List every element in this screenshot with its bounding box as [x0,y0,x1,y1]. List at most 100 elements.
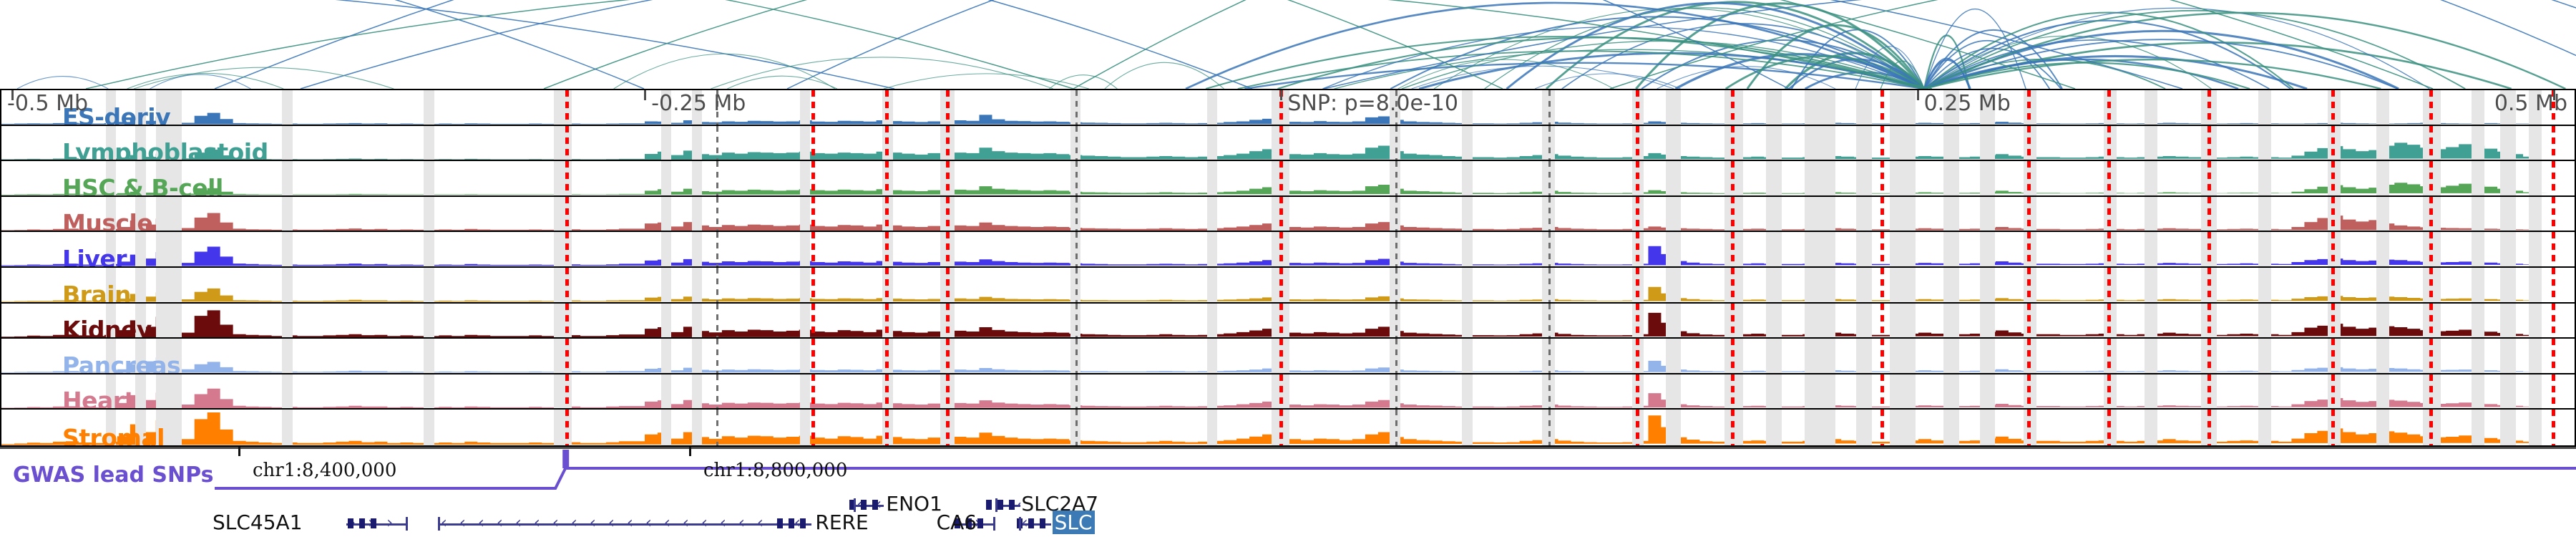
shaded-region [554,303,572,338]
shaded-region [1943,125,1959,160]
reference-dashed-line [1395,374,1397,409]
snp-marker-line [2027,161,2031,195]
shaded-region [156,196,182,231]
coordinate-label-right: chr1:8,800,000 [703,460,848,481]
gene-body-RERE[interactable] [438,523,811,526]
shaded-region [2258,410,2271,445]
gene-exon [977,518,983,528]
shaded-region [1979,339,1996,373]
gene-label-CA6[interactable]: CA6 [936,511,977,534]
reference-dashed-line [1075,161,1078,195]
snp-marker-line [1636,410,1639,445]
snp-marker-line [2207,161,2212,195]
interaction-arc [1185,1,1925,89]
gene-label-ENO1[interactable]: ENO1 [886,492,942,516]
shaded-region [282,267,293,302]
shaded-region [800,410,811,445]
reference-dashed-line [1548,196,1551,231]
shaded-region [2472,303,2485,338]
shaded-region [691,267,703,302]
shaded-region [2258,90,2271,125]
interaction-arc [1923,48,2062,89]
shaded-region [1766,232,1782,266]
coordinate-ruler [0,447,2576,449]
interaction-arc [1433,8,1925,89]
gwas-connector [215,450,2576,490]
shaded-region [2500,161,2516,195]
gwas-lead-snp-marker[interactable] [562,450,570,468]
shaded-region [1766,374,1782,409]
track-label-es-deriv: ES-deriv [62,102,171,126]
shaded-region [2145,161,2158,195]
shaded-region [282,339,293,373]
gene-body-CA6[interactable] [953,523,993,526]
shaded-region [1665,196,1682,231]
shaded-region [424,161,434,195]
shaded-region [691,196,703,231]
shaded-region [1856,232,1872,266]
shaded-region [2528,339,2542,373]
shaded-region [660,125,671,160]
snp-marker-line [884,339,889,373]
shaded-region [2145,267,2158,302]
snp-marker-line [2551,303,2555,338]
coordinate-tick [238,447,240,456]
snp-marker-line [565,267,570,302]
snp-marker-line [1279,125,1283,160]
reference-dashed-line [716,339,718,373]
interaction-arc [613,53,836,89]
shaded-region [2528,410,2542,445]
shaded-region [1766,161,1782,195]
shaded-region [135,374,146,409]
reference-dashed-line [1548,374,1551,409]
shaded-region [691,303,703,338]
snp-marker-line [2331,90,2335,125]
reference-dashed-line [1395,339,1397,373]
shaded-region [1979,410,1996,445]
shaded-region [282,90,293,125]
shaded-region [660,161,671,195]
shaded-region [1206,410,1218,445]
shaded-region [1805,161,1836,195]
gene-body-SLC2A7[interactable] [995,505,1020,507]
snp-marker-line [1880,196,1884,231]
shaded-region [2376,232,2390,266]
reference-dashed-line [716,267,718,302]
shaded-region [1889,267,1916,302]
gene-body-ENO1[interactable] [854,505,884,507]
shaded-region [2500,125,2516,160]
shaded-region [1462,267,1473,302]
reference-dashed-line [1075,196,1078,231]
gene-label-SLC45A1[interactable]: SLC45A1 [213,511,303,534]
shaded-region [2258,232,2271,266]
shaded-region [2376,339,2390,373]
gene-body-SLC2A5[interactable] [1018,523,1051,526]
snp-marker-line [811,339,815,373]
gene-exon [777,518,783,528]
gene-label-RERE[interactable]: RERE [815,511,869,534]
shaded-region [2500,303,2516,338]
shaded-region [1805,232,1836,266]
shaded-region [554,267,572,302]
shaded-region [2528,125,2542,160]
shaded-region [2258,196,2271,231]
reference-dashed-line [1075,267,1078,302]
shaded-region [2376,161,2390,195]
reference-dashed-line [1075,232,1078,266]
reference-dashed-line [1395,267,1397,302]
gene-label-SLC2A5[interactable]: SLC [1052,511,1095,534]
shaded-region [1979,303,1996,338]
shaded-region [1206,267,1218,302]
snp-marker-line [2027,125,2031,160]
shaded-region [156,232,182,266]
shaded-region [2472,374,2485,409]
interaction-arc [1724,55,1925,89]
shaded-region [2500,196,2516,231]
gene-exon [1028,518,1034,528]
shaded-region [2376,267,2390,302]
snp-marker-line [2207,339,2212,373]
shaded-region [660,339,671,373]
snp-marker-line [884,125,889,160]
shaded-region [2472,161,2485,195]
interaction-arc [725,0,1074,89]
